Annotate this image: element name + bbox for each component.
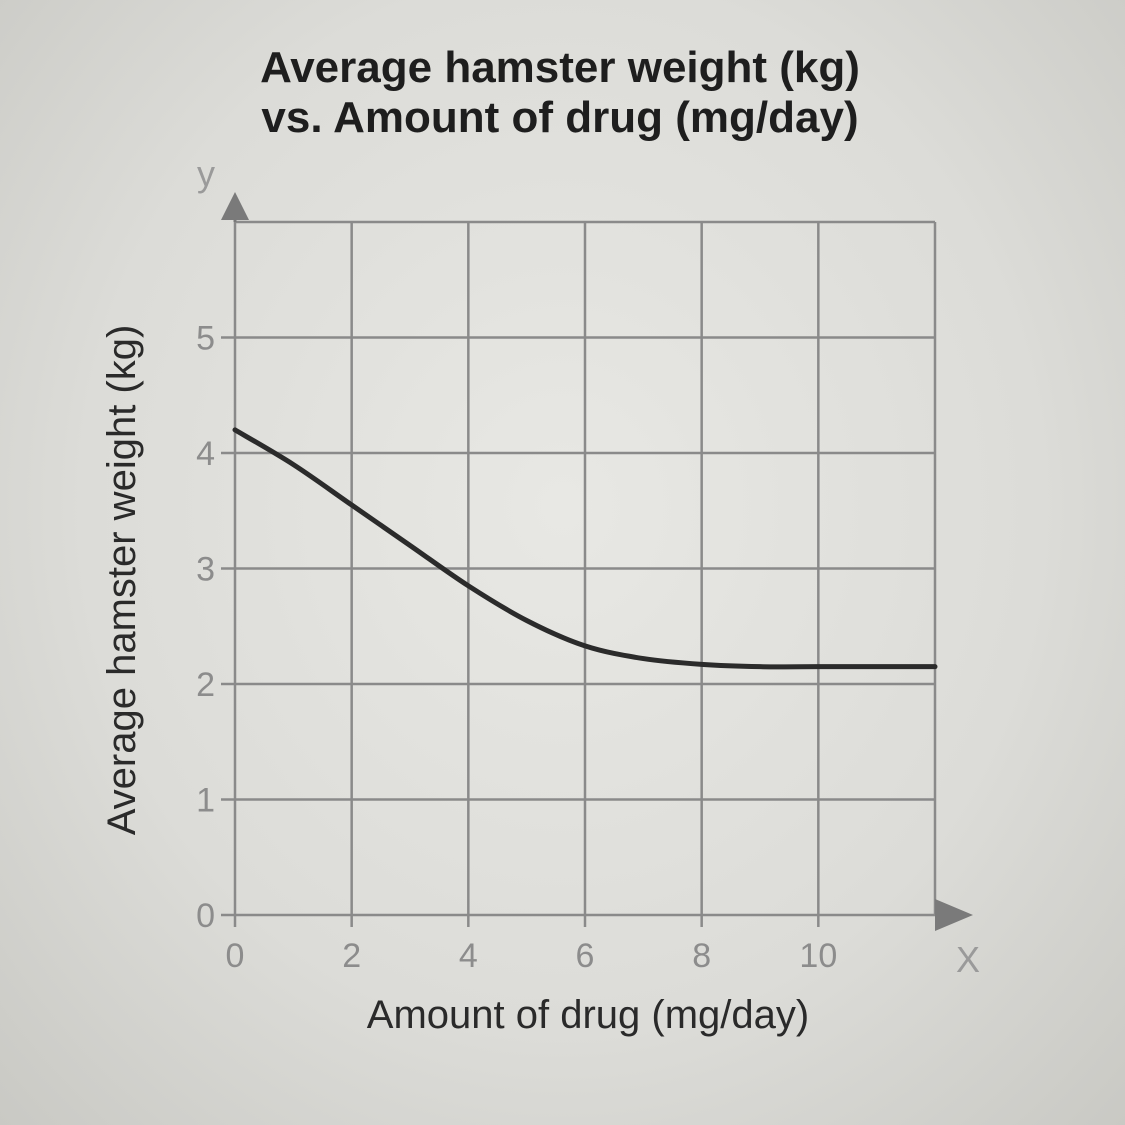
y-axis-label: Average hamster weight (kg) (100, 325, 144, 836)
y-axis-letter: y (197, 153, 215, 194)
x-axis-label: Amount of drug (mg/day) (367, 993, 809, 1037)
y-axis-arrow (221, 192, 249, 220)
tick-labels: 0 2 4 6 8 10 0 1 2 3 4 5 (196, 320, 837, 976)
x-tick-label-6: 6 (576, 937, 595, 975)
y-tick-label-5: 5 (196, 320, 215, 358)
x-tick-label-0: 0 (226, 937, 245, 975)
y-tick-label-2: 2 (196, 666, 215, 704)
y-tick-label-0: 0 (196, 897, 215, 935)
grid-lines (233, 220, 937, 917)
y-tick-label-3: 3 (196, 551, 215, 589)
data-line-0 (232, 427, 938, 670)
x-tick-label-8: 8 (692, 937, 711, 975)
axis-arrows (221, 192, 973, 931)
x-tick-label-10: 10 (799, 937, 837, 975)
x-axis-letter: X (956, 939, 980, 980)
chart-subtitle: vs. Amount of drug (mg/day) (261, 93, 858, 142)
x-tick-label-4: 4 (459, 937, 478, 975)
y-tick-label-4: 4 (196, 435, 215, 473)
chart-title: Average hamster weight (kg) (260, 43, 860, 92)
y-tick-label-1: 1 (196, 782, 215, 820)
x-tick-label-2: 2 (342, 937, 361, 975)
x-axis-arrow (935, 899, 973, 931)
data-series (232, 427, 938, 670)
